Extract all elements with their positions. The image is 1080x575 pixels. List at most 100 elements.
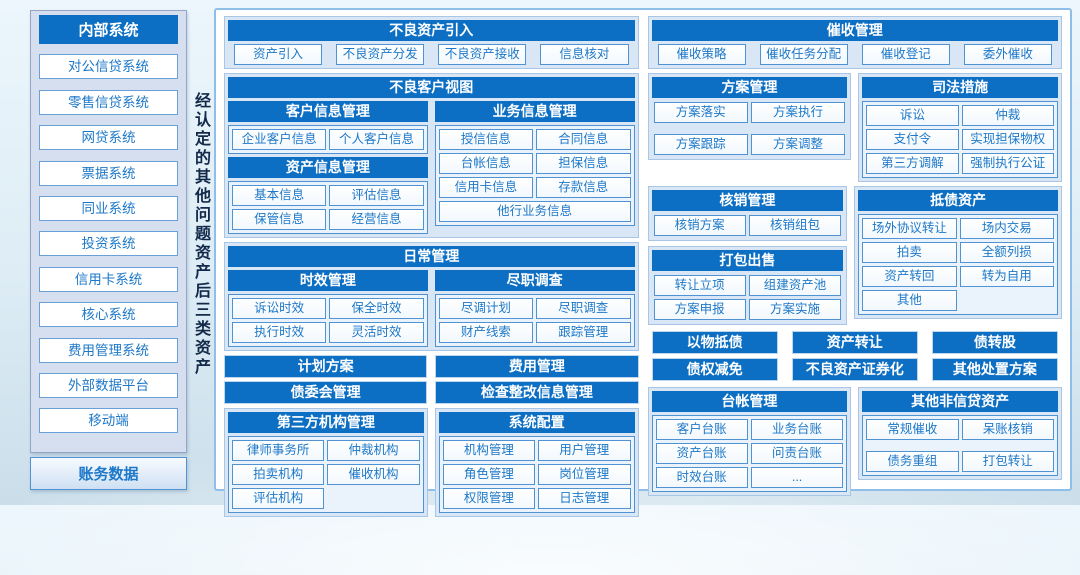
left-standalone-bars: 计划方案 费用管理 债委会管理 检查整改信息管理 xyxy=(224,355,639,404)
business-info-title: 业务信息管理 xyxy=(434,101,635,122)
aging-item-2: 保全时效 xyxy=(329,298,424,319)
system-config-item-1: 机构管理 xyxy=(442,440,536,461)
aging-items: 诉讼时效 保全时效 执行时效 灵活时效 xyxy=(228,294,428,347)
right-row-2: 方案管理 方案落实 方案执行 方案跟踪 方案调整 司法措施 诉讼 仲裁 支付令 … xyxy=(647,73,1062,182)
aging-item-4: 灵活时效 xyxy=(329,322,424,343)
sidebar-item-expense-mgmt: 费用管理系统 xyxy=(39,337,178,363)
customer-view-left: 客户信息管理 企业客户信息 个人客户信息 资产信息管理 基本信息 评估信息 保管… xyxy=(228,101,428,234)
main-diagram-panel: 不良资产引入 资产引入 不良资产分发 不良资产接收 信息核对 不良客户视图 客户… xyxy=(214,8,1072,517)
third-party-item-5: 评估机构 xyxy=(232,488,325,509)
system-config-item-6: 日志管理 xyxy=(538,488,631,509)
vertical-flow-label: 经认定的其他问题资产后三类资产 xyxy=(192,91,209,377)
third-party-title: 第三方机构管理 xyxy=(228,412,424,433)
ledger-item-6: ... xyxy=(750,467,844,488)
section-ledger-mgmt: 台帐管理 客户台账 业务台账 资产台账 问责台账 时效台账 ... xyxy=(647,387,852,496)
plan-items: 方案落实 方案执行 方案跟踪 方案调整 xyxy=(652,101,848,156)
npa-intake-items: 资产引入 不良资产分发 不良资产接收 信息核对 xyxy=(228,44,635,65)
section-package-sale: 打包出售 转让立项 组建资产池 方案申报 方案实施 xyxy=(647,246,848,325)
npa-intake-title: 不良资产引入 xyxy=(228,20,635,41)
third-party-items: 律师事务所 仲裁机构 拍卖机构 催收机构 评估机构 xyxy=(228,436,424,513)
writeoff-item-1: 核销方案 xyxy=(653,215,746,236)
due-diligence-items: 尽调计划 尽职调查 财产线索 跟踪管理 xyxy=(434,294,635,347)
bar-plan-scheme: 计划方案 xyxy=(224,355,428,378)
bar-asset-transfer: 资产转让 xyxy=(791,331,918,354)
writeoff-item-2: 核销组包 xyxy=(748,215,842,236)
sidebar-item-mobile: 移动端 xyxy=(39,408,178,434)
writeoff-items: 核销方案 核销组包 xyxy=(652,214,844,237)
customer-info-item-1: 企业客户信息 xyxy=(232,129,327,150)
due-item-4: 跟踪管理 xyxy=(536,322,631,343)
section-other-noncredit-assets: 其他非信贷资产 常规催收 呆账核销 债务重组 打包转让 xyxy=(858,387,1062,480)
third-party-item-3: 拍卖机构 xyxy=(232,464,325,485)
business-info-item-5: 信用卡信息 xyxy=(438,177,534,198)
sidebar-item-interbank: 同业系统 xyxy=(39,196,178,222)
business-info-item-4: 担保信息 xyxy=(536,153,631,174)
due-item-2: 尽职调查 xyxy=(536,298,631,319)
business-info-item-6: 存款信息 xyxy=(536,177,631,198)
judicial-item-2: 仲裁 xyxy=(961,105,1054,126)
third-party-item-2: 仲裁机构 xyxy=(327,440,420,461)
other-noncredit-item-4: 打包转让 xyxy=(961,451,1054,472)
section-third-party-orgs: 第三方机构管理 律师事务所 仲裁机构 拍卖机构 催收机构 评估机构 xyxy=(224,408,428,517)
aging-item-3: 执行时效 xyxy=(232,322,327,343)
ledger-item-4: 问责台账 xyxy=(750,443,844,464)
business-info-items: 授信信息 合同信息 台帐信息 担保信息 信用卡信息 存款信息 他行业务信息 xyxy=(434,125,635,226)
package-sale-item-4: 方案实施 xyxy=(748,299,842,320)
asset-info-items: 基本信息 评估信息 保管信息 经营信息 xyxy=(228,181,428,234)
plan-item-4: 方案调整 xyxy=(750,134,846,155)
intake-item-4: 信息核对 xyxy=(540,44,629,65)
business-info-item-1: 授信信息 xyxy=(438,129,534,150)
asset-info-item-1: 基本信息 xyxy=(232,185,327,206)
debt-assets-item-3: 拍卖 xyxy=(862,242,957,263)
daily-management-columns: 时效管理 诉讼时效 保全时效 执行时效 灵活时效 尽职调查 尽调计划 尽职调查 … xyxy=(228,270,635,347)
disposal-method-bars: 以物抵债 资产转让 债转股 债权减免 不良资产证券化 其他处置方案 xyxy=(648,329,1063,383)
due-item-1: 尽调计划 xyxy=(438,298,534,319)
debt-assets-item-4: 全额列损 xyxy=(959,242,1054,263)
judicial-items: 诉讼 仲裁 支付令 实现担保物权 第三方调解 强制执行公证 xyxy=(862,101,1058,178)
sidebar-item-external-data: 外部数据平台 xyxy=(39,373,178,399)
debt-assets-items: 场外协议转让 场内交易 拍卖 全额列损 资产转回 转为自用 其他 xyxy=(858,214,1058,315)
bar-expense-mgmt: 费用管理 xyxy=(435,355,639,378)
judicial-item-1: 诉讼 xyxy=(866,105,959,126)
sidebar-item-core: 核心系统 xyxy=(39,302,178,328)
sidebar-item-online-loan: 网贷系统 xyxy=(39,125,178,151)
debt-assets-item-1: 场外协议转让 xyxy=(862,218,957,239)
bar-debt-to-equity: 债转股 xyxy=(931,331,1058,354)
asset-info-title: 资产信息管理 xyxy=(228,157,428,178)
plan-mgmt-title: 方案管理 xyxy=(651,77,848,98)
sidebar-item-retail-credit: 零售信贷系统 xyxy=(39,89,178,115)
bar-inspection-rectification: 检查整改信息管理 xyxy=(435,381,639,404)
collection-mgmt-title: 催收管理 xyxy=(651,20,1058,41)
daily-left: 时效管理 诉讼时效 保全时效 执行时效 灵活时效 xyxy=(228,270,428,347)
customer-view-columns: 客户信息管理 企业客户信息 个人客户信息 资产信息管理 基本信息 评估信息 保管… xyxy=(228,101,635,234)
sidebar-item-bills: 票据系统 xyxy=(39,160,178,186)
collection-item-2: 催收任务分配 xyxy=(759,44,848,65)
ledger-item-5: 时效台账 xyxy=(655,467,748,488)
package-sale-item-1: 转让立项 xyxy=(653,275,746,296)
judicial-title: 司法措施 xyxy=(862,77,1058,98)
package-sale-items: 转让立项 组建资产池 方案申报 方案实施 xyxy=(652,274,844,321)
intake-item-2: 不良资产分发 xyxy=(336,44,425,65)
package-sale-item-2: 组建资产池 xyxy=(748,275,842,296)
other-noncredit-item-3: 债务重组 xyxy=(866,451,959,472)
collection-item-4: 委外催收 xyxy=(963,44,1052,65)
judicial-item-4: 实现担保物权 xyxy=(961,129,1054,150)
business-info-item-2: 合同信息 xyxy=(536,129,631,150)
ledger-item-1: 客户台账 xyxy=(655,419,748,440)
due-item-3: 财产线索 xyxy=(438,322,534,343)
left-bottom-row: 第三方机构管理 律师事务所 仲裁机构 拍卖机构 催收机构 评估机构 系统配置 机… xyxy=(224,408,639,517)
customer-info-item-2: 个人客户信息 xyxy=(329,129,424,150)
main-left-column: 不良资产引入 资产引入 不良资产分发 不良资产接收 信息核对 不良客户视图 客户… xyxy=(224,16,639,517)
section-collection-mgmt: 催收管理 催收策略 催收任务分配 催收登记 委外催收 xyxy=(647,16,1062,69)
third-party-item-4: 催收机构 xyxy=(327,464,420,485)
aging-item-1: 诉讼时效 xyxy=(232,298,327,319)
main-right-column: 催收管理 催收策略 催收任务分配 催收登记 委外催收 方案管理 方案落实 方案执… xyxy=(647,16,1063,496)
asset-info-item-2: 评估信息 xyxy=(329,185,424,206)
intake-item-1: 资产引入 xyxy=(234,44,323,65)
bar-npa-securitization: 不良资产证券化 xyxy=(791,358,918,381)
other-noncredit-title: 其他非信贷资产 xyxy=(862,391,1058,412)
plan-item-2: 方案执行 xyxy=(750,102,846,123)
collection-items: 催收策略 催收任务分配 催收登记 委外催收 xyxy=(652,44,1059,65)
business-info-item-wide: 他行业务信息 xyxy=(438,201,631,222)
bar-debt-relief: 债权减免 xyxy=(651,358,778,381)
